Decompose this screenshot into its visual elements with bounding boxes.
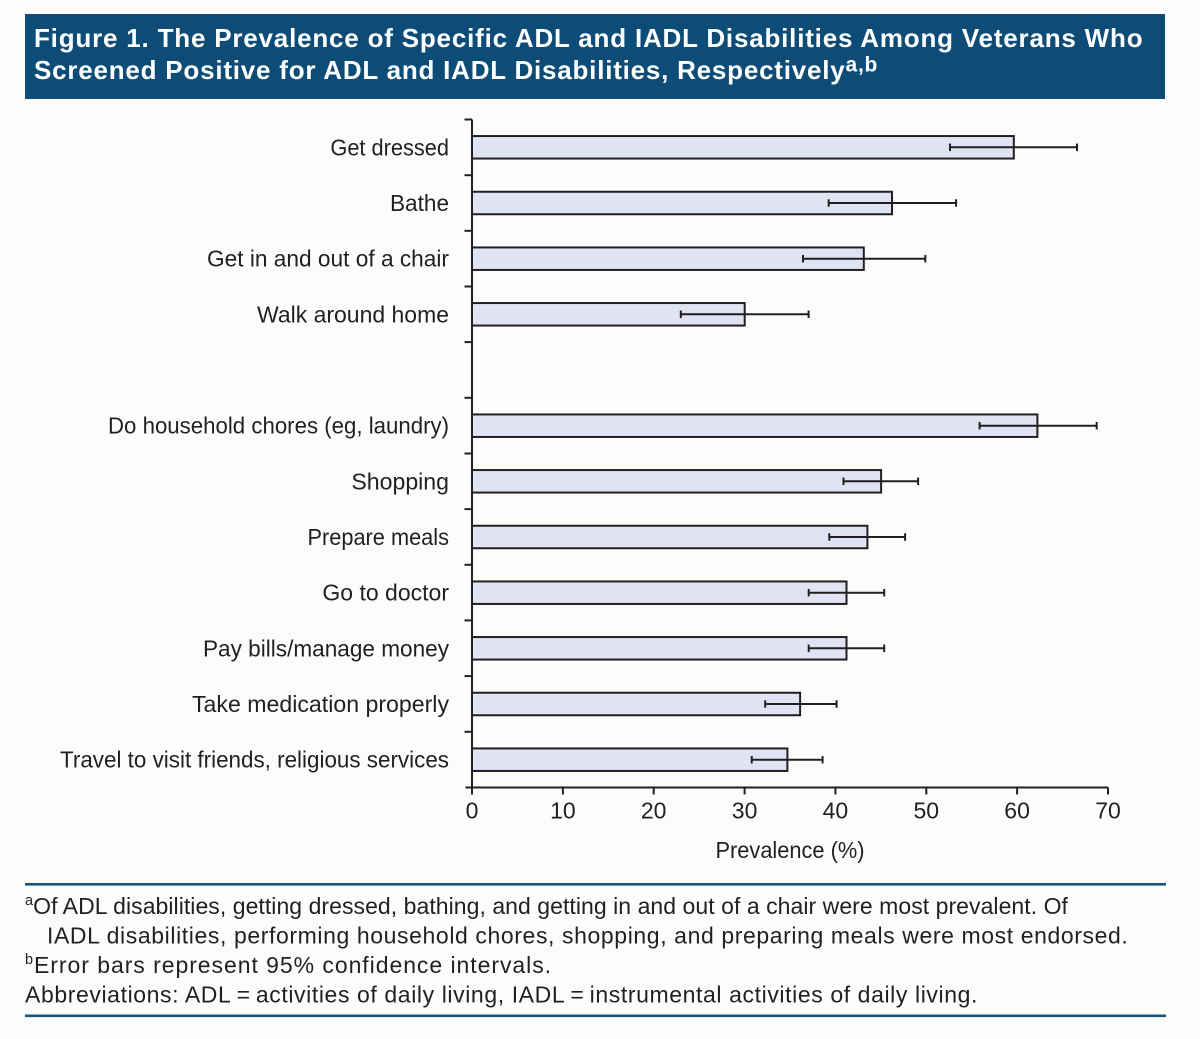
svg-text:Figure 1. The Prevalence of Sp: Figure 1. The Prevalence of Specific ADL… bbox=[34, 23, 1143, 53]
svg-text:60: 60 bbox=[1004, 798, 1030, 824]
svg-text:20: 20 bbox=[641, 798, 667, 824]
svg-text:Get in and out of a chair: Get in and out of a chair bbox=[207, 246, 449, 272]
svg-text:Bathe: Bathe bbox=[390, 190, 449, 216]
svg-text:Travel to visit friends, relig: Travel to visit friends, religious servi… bbox=[60, 747, 449, 773]
svg-text:Shopping: Shopping bbox=[351, 468, 449, 494]
svg-text:IADL disabilities, performing: IADL disabilities, performing household … bbox=[47, 923, 1128, 949]
svg-text:aOf ADL disabilities, getting: aOf ADL disabilities, getting dressed, b… bbox=[25, 893, 1069, 919]
svg-text:10: 10 bbox=[550, 798, 576, 824]
svg-text:Abbreviations: ADL = activitie: Abbreviations: ADL = activities of daily… bbox=[25, 982, 978, 1008]
svg-text:bError bars represent 95% conf: bError bars represent 95% confidence int… bbox=[25, 952, 552, 978]
svg-text:Prevalence (%): Prevalence (%) bbox=[716, 837, 865, 863]
svg-text:50: 50 bbox=[914, 798, 940, 824]
svg-text:Walk around home: Walk around home bbox=[257, 301, 449, 327]
svg-text:Take medication properly: Take medication properly bbox=[192, 691, 449, 717]
svg-text:0: 0 bbox=[466, 798, 479, 824]
svg-text:Do household chores (eg, laund: Do household chores (eg, laundry) bbox=[108, 413, 449, 439]
svg-text:40: 40 bbox=[823, 798, 849, 824]
svg-text:Prepare meals: Prepare meals bbox=[308, 524, 450, 550]
svg-text:Go to doctor: Go to doctor bbox=[322, 580, 449, 606]
svg-text:30: 30 bbox=[732, 798, 758, 824]
svg-text:Pay bills/manage money: Pay bills/manage money bbox=[203, 635, 449, 661]
svg-text:70: 70 bbox=[1095, 798, 1121, 824]
svg-text:Get dressed: Get dressed bbox=[330, 134, 449, 160]
svg-text:Screened Positive for ADL and: Screened Positive for ADL and IADL Disab… bbox=[34, 54, 878, 86]
